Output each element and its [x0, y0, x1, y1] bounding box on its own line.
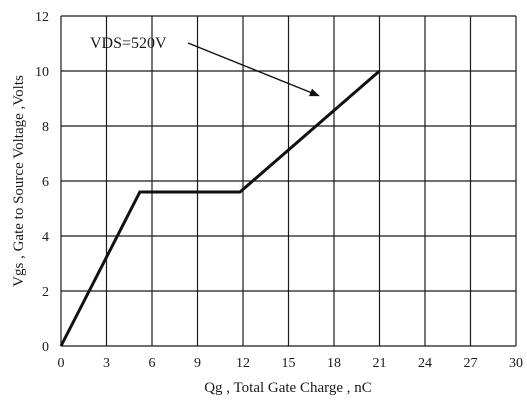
vds-annotation-label: VDS=520V [90, 35, 167, 52]
x-tick-label-2: 6 [149, 356, 156, 371]
series-group [59, 69, 381, 347]
x-tick-label-4: 12 [236, 356, 250, 371]
grid [60, 15, 517, 347]
annotation: VDS=520V [90, 35, 320, 97]
y-tick-label-1: 2 [42, 285, 49, 300]
x-tick-label-5: 15 [282, 356, 296, 371]
x-tick-label-3: 9 [194, 356, 201, 371]
x-tick-label-7: 21 [373, 356, 387, 371]
y-tick-label-5: 10 [35, 65, 49, 80]
x-tick-label-6: 18 [327, 356, 341, 371]
x-tick-label-1: 3 [103, 356, 110, 371]
x-tick-label-10: 30 [509, 356, 523, 371]
y-tick-label-3: 6 [42, 175, 49, 190]
y-axis-label: Vgs , Gate to Source Voltage ,Volts [11, 75, 27, 287]
series-line-0 [59, 69, 381, 347]
x-tick-label-9: 27 [464, 356, 478, 371]
y-tick-label-4: 8 [42, 120, 49, 135]
x-tick-label-0: 0 [58, 356, 65, 371]
x-axis-label: Qg , Total Gate Charge , nC [204, 380, 372, 396]
y-tick-label-6: 12 [35, 10, 49, 25]
y-tick-label-0: 0 [42, 340, 49, 355]
y-tick-label-2: 4 [42, 230, 49, 245]
x-tick-label-8: 24 [418, 356, 432, 371]
vds-annotation-arrow [187, 42, 320, 97]
